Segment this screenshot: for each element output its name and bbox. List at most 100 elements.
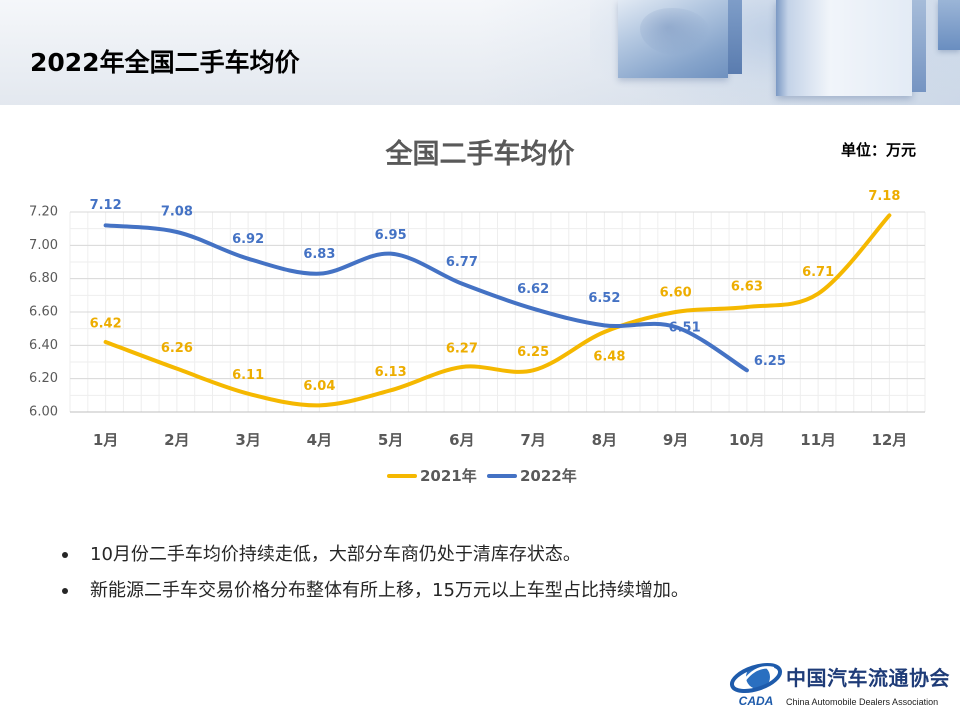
y-tick-label: 6.60	[29, 305, 58, 320]
bullet-icon	[62, 552, 68, 558]
data-label-2022: 6.52	[588, 291, 620, 306]
series-2021	[103, 213, 892, 408]
x-tick-label: 8月	[592, 431, 617, 449]
x-tick-label: 6月	[449, 431, 474, 449]
org-name-en: China Automobile Dealers Association	[786, 697, 939, 707]
x-tick-label: 5月	[378, 431, 403, 449]
x-tick-label: 1月	[93, 431, 118, 449]
data-point-2022	[175, 230, 179, 234]
data-point-2021	[531, 368, 535, 372]
logo-swoosh-icon	[740, 666, 775, 686]
data-point-2022	[104, 223, 108, 227]
data-label-2022: 7.12	[90, 198, 122, 213]
data-point-2022	[531, 307, 535, 311]
x-tick-label: 12月	[871, 431, 907, 449]
data-point-2022	[602, 323, 606, 327]
header-decoration-cube-side	[728, 0, 742, 74]
data-point-2021	[602, 330, 606, 334]
data-label-2022: 6.51	[669, 321, 701, 336]
line-chart: 6.00 6.20 6.40 6.60 6.80 7.00 7.20 1月 2月 3月 4月 5月 6月…	[29, 189, 926, 485]
header-decoration-cube	[618, 0, 728, 78]
note-text: 10月份二手车均价持续走低，大部分车商仍处于清库存状态。	[90, 544, 581, 565]
legend: 2021年 2022年	[387, 467, 577, 485]
series-2022	[103, 223, 749, 373]
data-point-2021	[104, 340, 108, 344]
data-point-2022	[674, 325, 678, 329]
y-tick-label: 6.00	[29, 405, 58, 420]
data-label-2022: 6.25	[754, 354, 786, 369]
data-point-2021	[745, 305, 749, 309]
y-tick-label: 6.20	[29, 371, 58, 386]
data-label-2021: 7.18	[868, 189, 900, 204]
data-label-2022: 6.95	[375, 228, 407, 243]
chart-data-labels: 6.42 6.26 6.11 6.04 6.13 6.27 6.25 6.48 6.60 6.63…	[90, 189, 901, 394]
x-tick-label: 4月	[307, 431, 332, 449]
data-label-2022: 6.83	[303, 247, 335, 262]
chart-grid	[69, 211, 926, 413]
chart-axes: 6.00 6.20 6.40 6.60 6.80 7.00 7.20 1月 2月 3月 4月 5月 6月…	[29, 205, 907, 450]
x-tick-label: 7月	[520, 431, 545, 449]
data-label-2022: 6.62	[517, 282, 549, 297]
series-line-2022	[103, 223, 749, 373]
data-point-2022	[389, 252, 393, 256]
data-point-2021	[246, 392, 250, 396]
data-point-2021	[175, 367, 179, 371]
logo-ring-icon	[729, 662, 783, 694]
x-tick-label: 10月	[729, 431, 765, 449]
data-label-2021: 6.48	[593, 350, 625, 365]
data-label-2021: 6.27	[446, 342, 478, 357]
legend-label-2022: 2022年	[520, 467, 577, 485]
data-label-2021: 6.60	[660, 286, 692, 301]
x-tick-label: 9月	[663, 431, 688, 449]
data-point-2021	[389, 388, 393, 392]
x-tick-label: 2月	[164, 431, 189, 449]
logo-lettering: CADA	[739, 694, 774, 708]
data-point-2022	[246, 257, 250, 261]
header-band: 2022年全国二手车均价	[0, 0, 960, 105]
data-label-2021: 6.25	[517, 345, 549, 360]
data-label-2021: 6.13	[375, 365, 407, 380]
series-line-2021	[103, 213, 892, 408]
chart-series	[103, 213, 892, 408]
data-point-2021	[887, 213, 891, 217]
header-decoration-cube-side	[912, 0, 926, 92]
legend-item-2021: 2021年	[387, 467, 477, 485]
y-tick-label: 7.00	[29, 238, 58, 253]
list-item: 10月份二手车均价持续走低，大部分车商仍处于清库存状态。	[0, 541, 960, 577]
header-decoration-cube	[938, 0, 960, 50]
data-label-2021: 6.04	[303, 379, 335, 394]
data-label-2021: 6.11	[232, 368, 264, 383]
unit-label: 单位：万元	[840, 141, 916, 159]
data-label-2022: 7.08	[161, 205, 193, 220]
note-text: 新能源二手车交易价格分布整体有所上移，15万元以上车型占比持续增加。	[90, 580, 689, 601]
data-label-2022: 6.77	[446, 255, 478, 270]
data-point-2022	[317, 272, 321, 276]
chart-title: 全国二手车均价	[385, 139, 575, 170]
org-name-cn: 中国汽车流通协会	[786, 666, 950, 690]
data-label-2021: 6.42	[90, 317, 122, 332]
x-tick-label: 3月	[235, 431, 260, 449]
data-point-2021	[460, 365, 464, 369]
legend-item-2022: 2022年	[487, 467, 577, 485]
data-point-2021	[816, 292, 820, 296]
notes-list: 10月份二手车均价持续走低，大部分车商仍处于清库存状态。 新能源二手车交易价格分…	[0, 541, 960, 613]
slide-title: 2022年全国二手车均价	[30, 48, 300, 77]
data-point-2021	[674, 310, 678, 314]
header-decoration-globe	[640, 8, 710, 56]
y-tick-label: 6.80	[29, 271, 58, 286]
data-point-2022	[460, 282, 464, 286]
data-label-2022: 6.92	[232, 232, 264, 247]
y-tick-label: 7.20	[29, 205, 58, 220]
x-tick-label: 11月	[800, 431, 836, 449]
data-point-2022	[745, 368, 749, 372]
y-tick-label: 6.40	[29, 338, 58, 353]
data-point-2021	[317, 403, 321, 407]
bullet-icon	[62, 588, 68, 594]
logo-globe-icon	[746, 665, 770, 689]
legend-label-2021: 2021年	[420, 467, 477, 485]
header-decoration-cube	[776, 0, 912, 96]
list-item: 新能源二手车交易价格分布整体有所上移，15万元以上车型占比持续增加。	[0, 577, 960, 613]
data-label-2021: 6.71	[802, 265, 834, 280]
data-label-2021: 6.26	[161, 341, 193, 356]
